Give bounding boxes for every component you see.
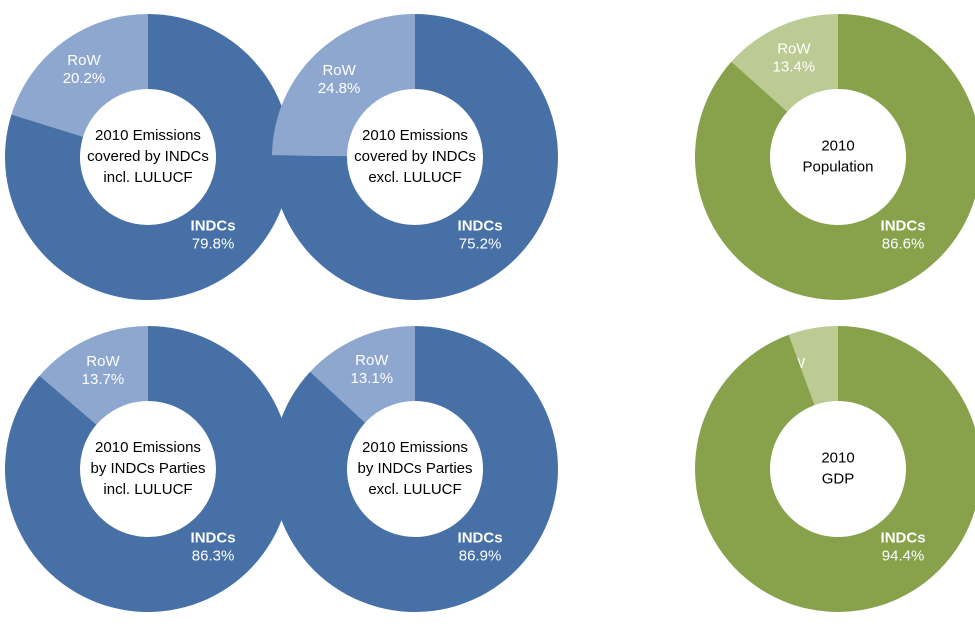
donut-slice [11, 14, 148, 137]
donut-slice [310, 326, 415, 423]
center-label: covered by INDCs [87, 148, 209, 165]
donut-slice [788, 326, 838, 406]
value-label: 86.6% [882, 236, 925, 253]
category-label: RoW [67, 52, 101, 69]
center-label: Population [803, 158, 874, 175]
center-label: incl. LULUCF [103, 169, 192, 186]
center-label: excl. LULUCF [368, 481, 461, 498]
category-label: INDCs [881, 218, 926, 235]
center-label: 2010 Emissions [95, 439, 201, 456]
donut-slice [272, 14, 415, 157]
value-label: 13.1% [351, 370, 394, 387]
category-label: INDCs [458, 218, 503, 235]
value-label: 86.9% [459, 548, 502, 565]
center-label: 2010 Emissions [362, 127, 468, 144]
value-label: 13.7% [82, 371, 125, 388]
category-label: RoW [777, 40, 811, 57]
value-label: 13.4% [773, 58, 816, 75]
category-label: INDCs [191, 530, 236, 547]
center-label: 2010 Emissions [95, 127, 201, 144]
value-label: 20.2% [63, 70, 106, 87]
category-label: RoW [322, 62, 356, 79]
donut-slice [695, 326, 975, 612]
value-label: 75.2% [459, 236, 502, 253]
donut-slice [731, 13, 838, 112]
category-label: INDCs [458, 530, 503, 547]
donut-slice [271, 326, 558, 612]
category-label: INDCs [191, 218, 236, 235]
center-label: incl. LULUCF [103, 481, 192, 498]
value-label: 24.8% [318, 80, 361, 97]
donut-slice [271, 14, 558, 301]
center-label: 2010 [821, 449, 854, 466]
center-label: 2010 [821, 137, 854, 154]
category-label: INDCs [881, 530, 926, 547]
center-label: by INDCs Parties [90, 460, 205, 477]
donut-slice [695, 14, 975, 300]
value-label: 94.4% [882, 548, 925, 565]
center-label: 2010 Emissions [362, 439, 468, 456]
value-label: 79.8% [192, 236, 235, 253]
category-label: RoW [86, 353, 120, 370]
category-label: RoW [355, 352, 389, 369]
center-label: excl. LULUCF [368, 169, 461, 186]
center-label: GDP [822, 470, 855, 487]
donut-slice [39, 326, 148, 425]
value-label: 86.3% [192, 548, 235, 565]
center-label: by INDCs Parties [357, 460, 472, 477]
center-label: covered by INDCs [354, 148, 476, 165]
donut-slice [4, 14, 291, 300]
donut-slice [4, 326, 292, 613]
